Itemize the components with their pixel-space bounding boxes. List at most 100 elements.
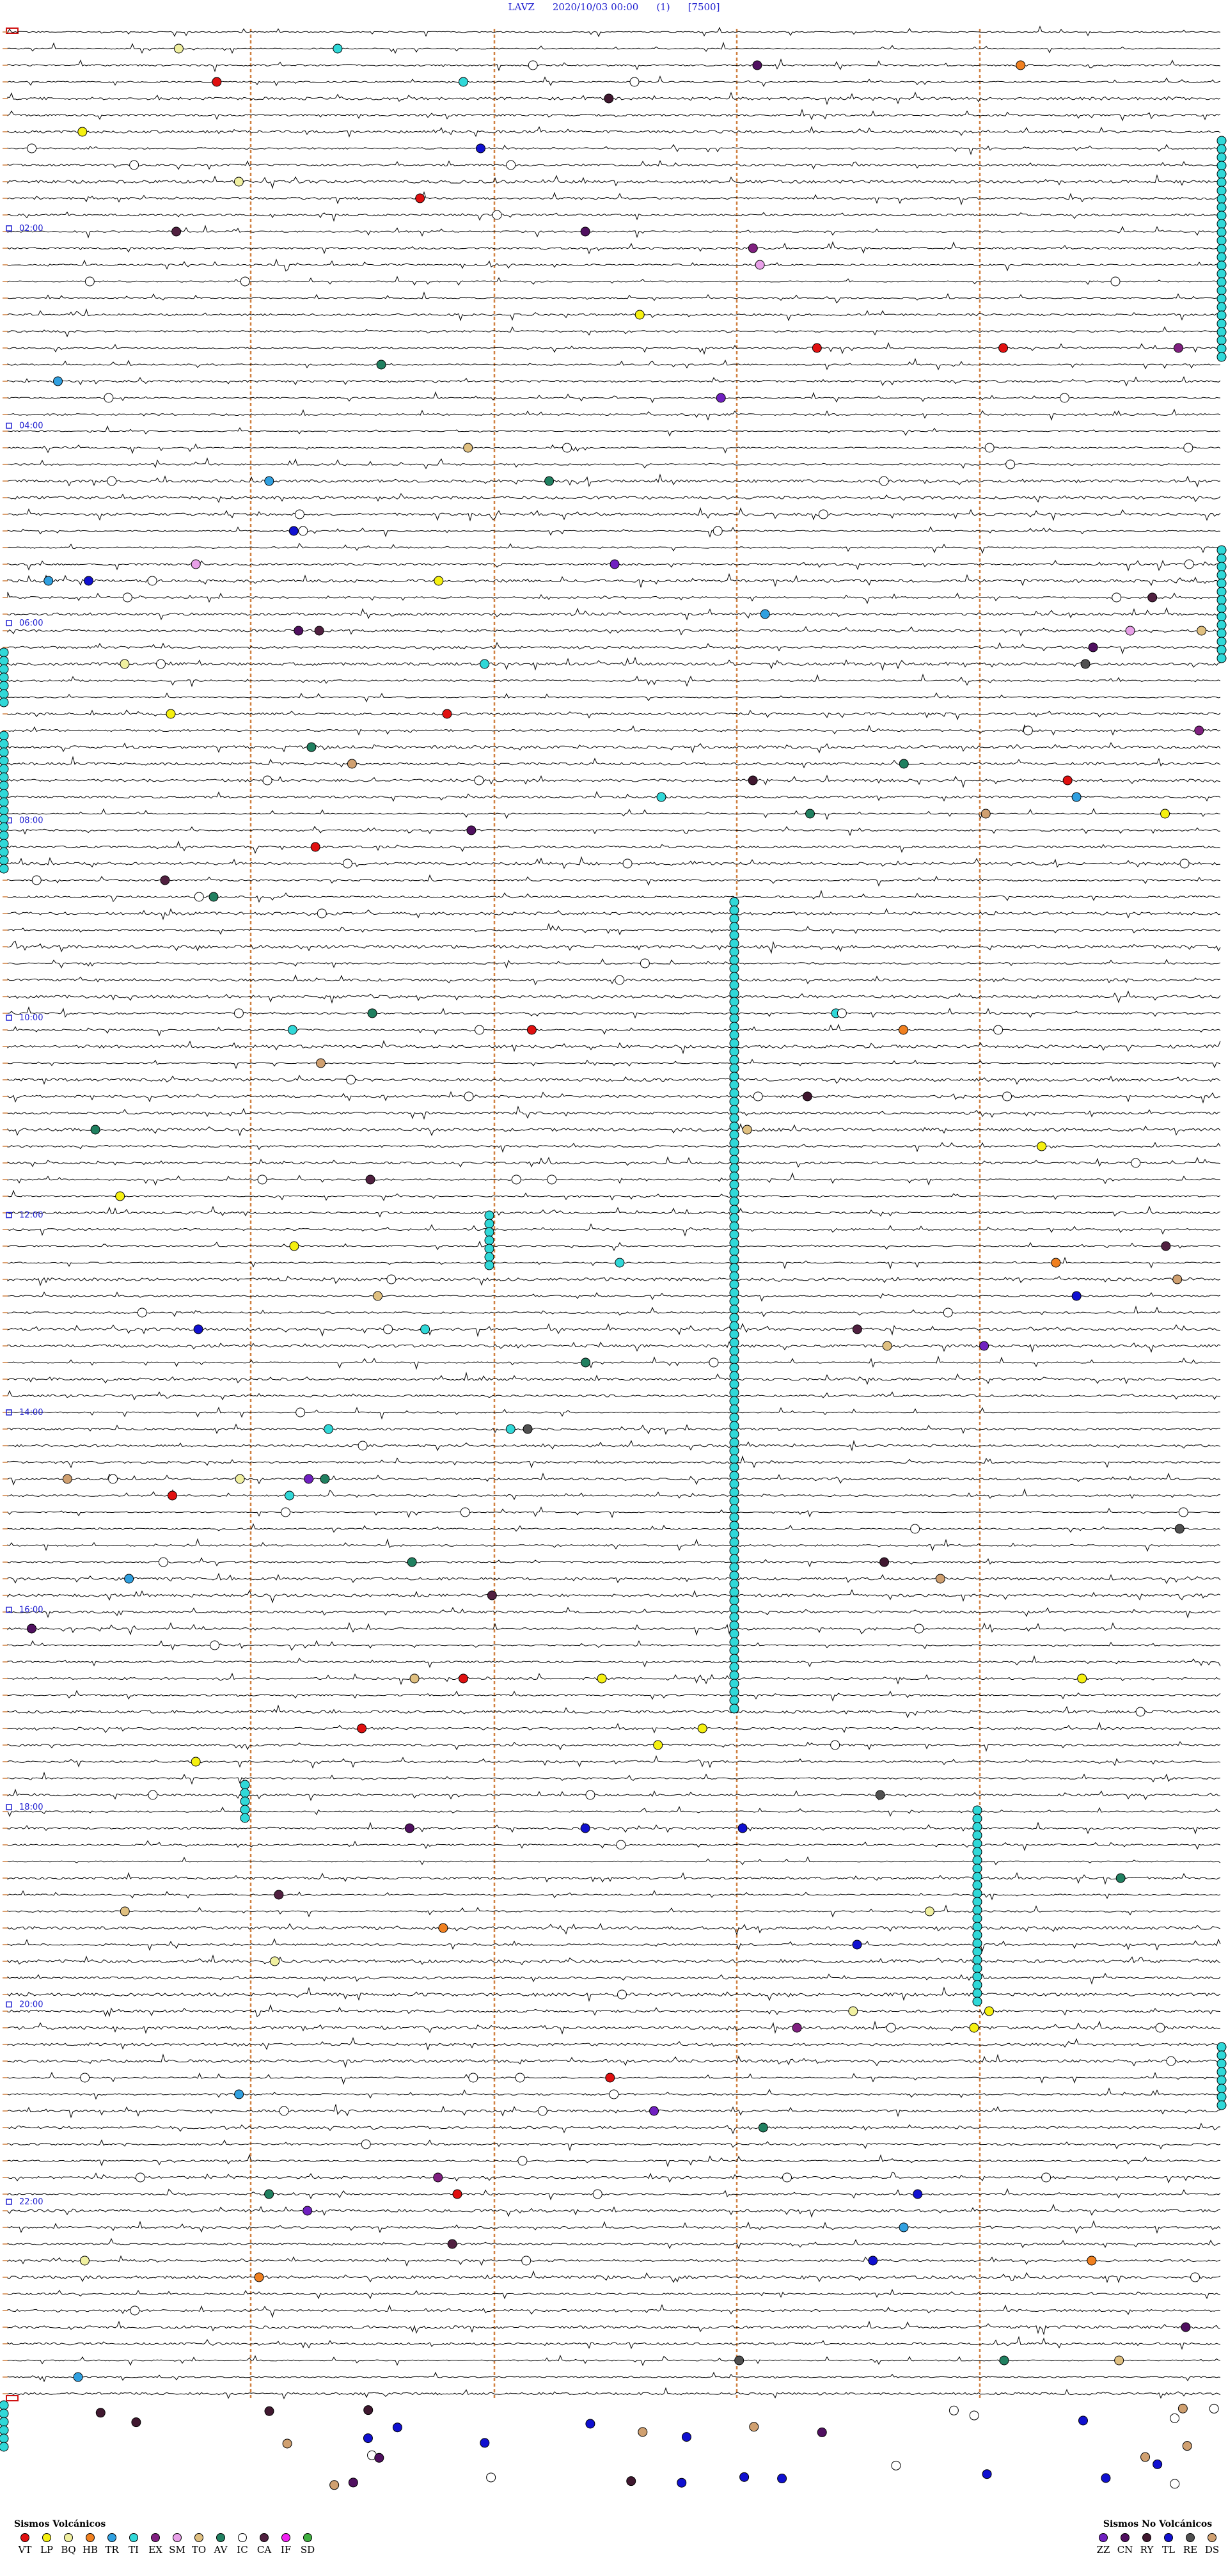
event-ti-marker [729, 1512, 739, 1522]
event-ti-marker [729, 1196, 739, 1206]
start-datetime: 2020/10/03 00:00 [552, 1, 639, 13]
event-ti-marker [729, 930, 739, 940]
event-ti-marker [729, 922, 739, 932]
event-ti-marker [729, 1188, 739, 1198]
event-ti-marker [729, 1587, 739, 1597]
legend-label: HB [82, 2544, 98, 2556]
event-ic-marker [1005, 459, 1016, 470]
event-ti-marker [729, 1096, 739, 1107]
event-ti-marker [729, 1379, 739, 1389]
event-ti-marker [729, 1229, 739, 1240]
event-zz-marker [649, 2106, 659, 2116]
seismic-trace [7, 958, 1221, 969]
seismic-trace [7, 791, 1221, 802]
event-ti-marker [1216, 553, 1227, 564]
seismic-trace [7, 592, 1221, 604]
event-ds-marker [935, 1574, 945, 1584]
event-ti-marker [729, 1703, 739, 1714]
legend-label: TI [129, 2544, 139, 2556]
event-ti-marker [972, 1863, 982, 1874]
event-ti-marker [972, 1947, 982, 1957]
event-ti-marker [0, 822, 9, 832]
event-ti-marker [729, 1637, 739, 1647]
event-ry-marker [748, 775, 758, 786]
event-ds-marker [282, 2438, 292, 2449]
event-ti-marker [1216, 302, 1227, 312]
seismic-trace [7, 573, 1221, 588]
event-ti-marker [1216, 235, 1227, 246]
hour-label: 20:00 [19, 2000, 43, 2010]
event-ic-marker [910, 1524, 920, 1534]
seismic-trace [7, 1523, 1221, 1533]
hour-label: 08:00 [19, 816, 43, 826]
event-ic-marker [615, 975, 625, 985]
event-ti-marker [1216, 352, 1227, 362]
seismic-trace [7, 1323, 1221, 1338]
seismic-trace [7, 1371, 1221, 1386]
event-ti-marker [729, 1462, 739, 1473]
event-ti-marker [240, 1805, 250, 1815]
event-ti-marker [972, 1938, 982, 1948]
event-ic-marker [1209, 2403, 1219, 2414]
event-bq-marker [924, 1906, 934, 1916]
event-tl-marker [193, 1324, 203, 1334]
event-ti-marker [0, 805, 9, 816]
event-ti-marker [0, 814, 9, 824]
hour-label: 04:00 [19, 422, 43, 431]
event-ic-marker [31, 875, 42, 885]
seismic-trace [7, 1922, 1221, 1936]
event-ic-marker [837, 1008, 847, 1018]
event-ti-marker [972, 1880, 982, 1890]
event-ti-marker [729, 1579, 739, 1589]
seismic-trace [7, 1589, 1221, 1604]
seismic-trace [7, 1023, 1221, 1037]
event-ti-marker [1216, 194, 1227, 204]
event-ic-marker [383, 1324, 393, 1334]
event-cn-marker [580, 226, 590, 237]
seismic-trace [7, 1954, 1221, 1966]
event-ds-marker [62, 1474, 72, 1484]
event-ti-marker [729, 1437, 739, 1448]
event-ic-marker [386, 1274, 397, 1284]
event-ic-marker [640, 958, 650, 968]
event-ic-marker [361, 2139, 371, 2149]
event-ti-marker [0, 2442, 9, 2452]
seismic-trace [7, 1439, 1221, 1451]
legend-volcanic: Sismos Volcánicos VT LP BQ HB TR TI EX SM TO AV IC… [14, 2519, 319, 2556]
seismic-trace [7, 1938, 1221, 1952]
event-tr-marker [1071, 792, 1082, 802]
seismic-trace [7, 2387, 1221, 2399]
hour-label-box [6, 1409, 12, 1416]
event-vt-marker [458, 1673, 468, 1684]
event-ti-marker [729, 1545, 739, 1556]
event-ic-marker [891, 2460, 901, 2470]
event-ds-marker [638, 2427, 648, 2437]
event-ti-marker [729, 1071, 739, 1082]
event-ex-marker [1173, 343, 1183, 353]
event-ti-marker [0, 855, 9, 865]
event-lp-marker [597, 1673, 607, 1684]
seismic-trace [7, 1538, 1221, 1552]
event-zz-marker [716, 393, 726, 403]
event-tl-marker [868, 2256, 878, 2266]
event-ic-marker [1041, 2172, 1051, 2183]
seismic-trace [7, 692, 1221, 703]
hour-label-box [6, 1212, 12, 1219]
seismic-trace [7, 1622, 1221, 1636]
event-ti-marker [729, 1396, 739, 1406]
event-lp-marker [434, 576, 444, 586]
event-lp-marker [653, 1740, 663, 1750]
hour-label-box [6, 225, 12, 232]
event-ti-marker [972, 1955, 982, 1965]
event-ti-marker [484, 1260, 494, 1270]
hour-label-box [6, 1015, 12, 1021]
seismic-trace [7, 225, 1221, 239]
event-ti-marker [484, 1244, 494, 1254]
event-ti-marker [0, 789, 9, 799]
legend-label: EX [148, 2544, 162, 2556]
event-cn-marker [817, 2427, 827, 2437]
seismic-trace [7, 1407, 1221, 1420]
event-ic-marker [84, 276, 95, 287]
event-ds-marker [1182, 2441, 1192, 2451]
event-ti-marker [0, 864, 9, 874]
